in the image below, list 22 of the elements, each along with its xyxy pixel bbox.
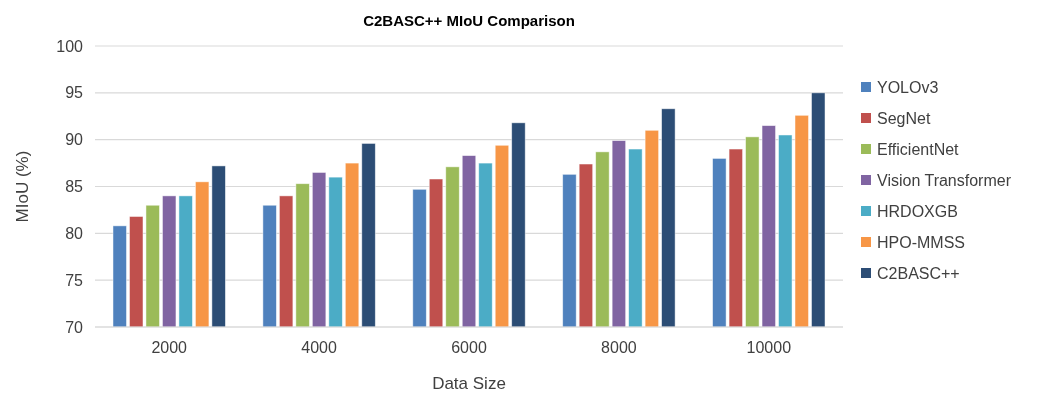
y-tick-label: 95 <box>65 84 84 102</box>
chart-title: C2BASC++ MIoU Comparison <box>363 12 575 29</box>
x-tick-label: 8000 <box>601 339 637 356</box>
x-tick-label: 6000 <box>451 339 487 356</box>
x-axis-title: Data Size <box>432 374 506 393</box>
legend-label: HRDOXGB <box>877 202 958 220</box>
y-axis-title: MIoU (%) <box>13 150 32 223</box>
y-tick-label: 90 <box>65 131 84 149</box>
legend-label: YOLOv3 <box>877 78 939 96</box>
y-tick-label: 70 <box>65 318 84 336</box>
y-tick-label: 85 <box>65 178 84 196</box>
y-tick-label: 100 <box>56 37 84 55</box>
x-tick-label: 10000 <box>746 339 792 356</box>
x-tick-label: 2000 <box>151 339 188 356</box>
x-tick-label: 4000 <box>301 339 337 356</box>
y-tick-label: 75 <box>65 271 84 289</box>
legend-label: EfficientNet <box>877 140 960 158</box>
legend-label: SegNet <box>877 109 931 127</box>
legend-label: Vision Transformer <box>877 171 1012 189</box>
legend-label: C2BASC++ <box>877 264 960 282</box>
y-tick-label: 80 <box>65 224 84 242</box>
legend-label: HPO-MMSS <box>877 233 965 251</box>
